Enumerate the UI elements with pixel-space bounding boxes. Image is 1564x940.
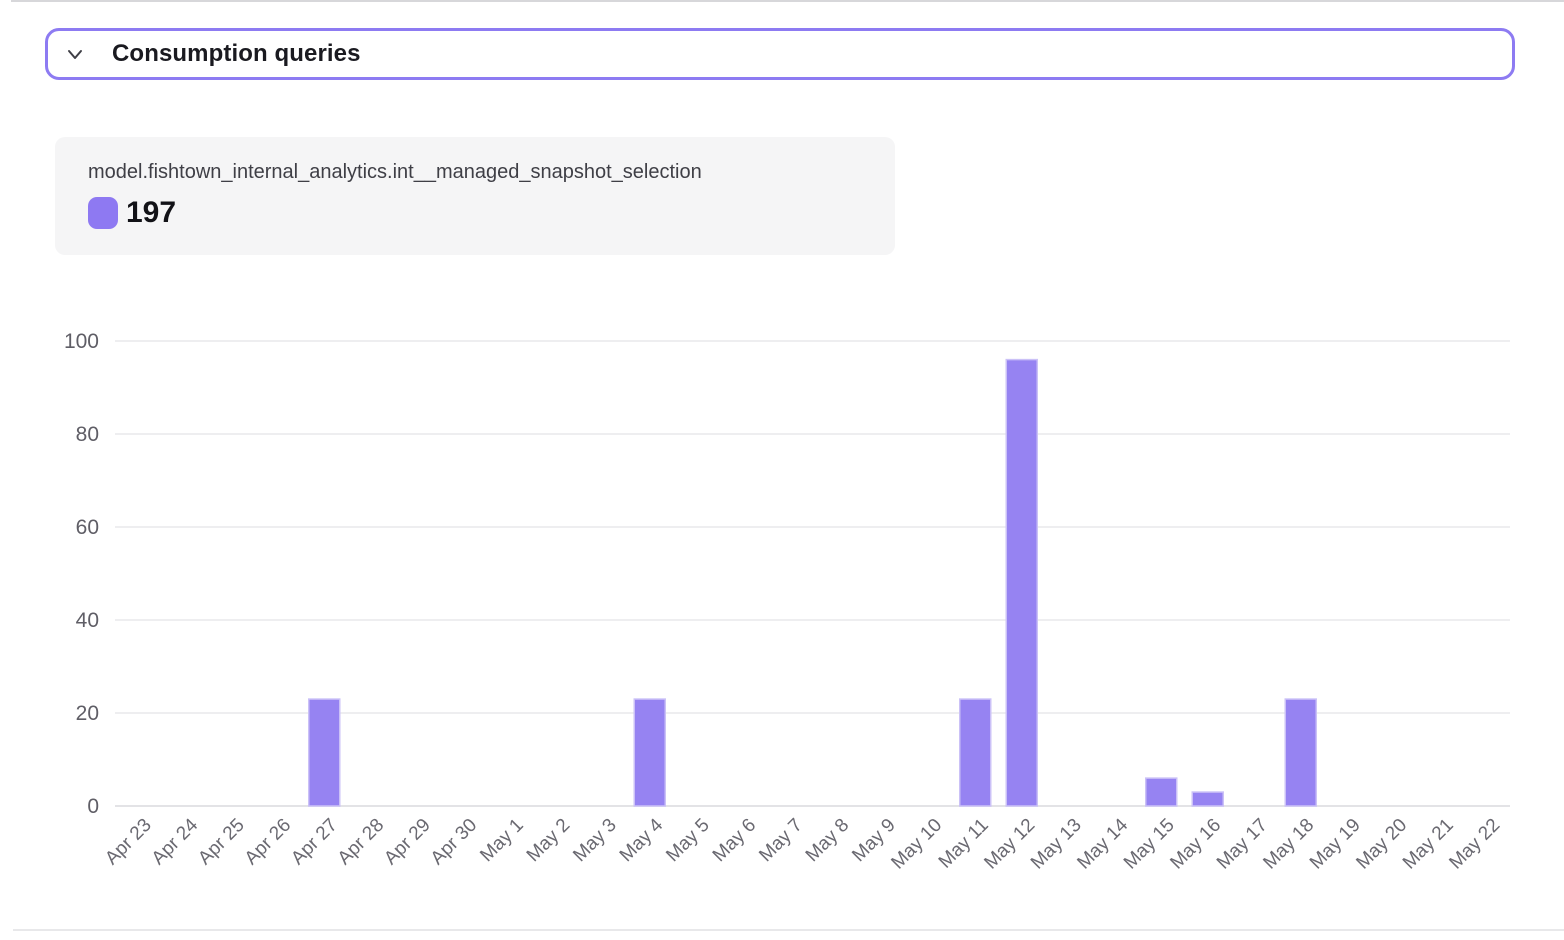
x-tick-label-apr-23: Apr 23 — [101, 815, 155, 869]
bar-apr-27[interactable] — [308, 698, 341, 807]
x-tick-label-may-8: May 8 — [802, 815, 853, 866]
x-tick-label-may-20: May 20 — [1352, 815, 1411, 874]
y-tick-label-100: 100 — [64, 330, 99, 353]
x-tick-label-may-13: May 13 — [1027, 815, 1086, 874]
x-tick-label-apr-30: Apr 30 — [427, 815, 481, 869]
bar-may-16[interactable] — [1191, 791, 1224, 807]
x-tick-label-may-14: May 14 — [1073, 814, 1132, 873]
x-tick-label-may-6: May 6 — [709, 815, 760, 866]
tooltip-series-name: model.fishtown_internal_analytics.int__m… — [88, 161, 702, 183]
x-tick-label-may-17: May 17 — [1213, 815, 1272, 874]
x-tick-label-may-12: May 12 — [980, 815, 1039, 874]
x-tick-label-may-22: May 22 — [1445, 815, 1504, 874]
y-tick-label-20: 20 — [76, 702, 99, 725]
y-tick-label-80: 80 — [76, 423, 99, 446]
x-tick-label-apr-26: Apr 26 — [241, 815, 295, 869]
bar-may-4[interactable] — [633, 698, 666, 807]
section-title: Consumption queries — [112, 40, 361, 67]
x-tick-label-may-10: May 10 — [887, 815, 946, 874]
bar-may-18[interactable] — [1284, 698, 1317, 807]
bottom-divider — [13, 929, 1564, 931]
x-tick-label-apr-27: Apr 27 — [287, 815, 341, 869]
x-tick-label-may-4: May 4 — [616, 814, 668, 866]
x-tick-label-may-11: May 11 — [935, 815, 993, 873]
bar-may-15[interactable] — [1145, 777, 1178, 807]
x-tick-label-apr-24: Apr 24 — [148, 814, 203, 869]
x-tick-label-apr-29: Apr 29 — [380, 815, 434, 869]
y-tick-label-0: 0 — [87, 795, 99, 818]
consumption-queries-section-header[interactable]: Consumption queries — [45, 28, 1515, 80]
y-tick-label-40: 40 — [76, 609, 99, 632]
x-tick-label-may-7: May 7 — [755, 815, 806, 866]
x-tick-label-may-15: May 15 — [1120, 815, 1179, 874]
x-tick-label-may-3: May 3 — [569, 815, 620, 866]
x-tick-label-apr-25: Apr 25 — [194, 815, 248, 869]
x-tick-label-may-19: May 19 — [1306, 815, 1365, 874]
legend-swatch — [88, 197, 118, 229]
tooltip-value: 197 — [126, 196, 177, 229]
x-tick-label-apr-28: Apr 28 — [334, 815, 388, 869]
bar-may-12[interactable] — [1005, 358, 1038, 807]
y-tick-label-60: 60 — [76, 516, 99, 539]
x-tick-label-may-1: May 1 — [476, 815, 527, 866]
x-tick-label-may-2: May 2 — [523, 815, 574, 866]
top-divider — [11, 0, 1564, 2]
bar-may-11[interactable] — [959, 698, 992, 807]
chart-tooltip-card: model.fishtown_internal_analytics.int__m… — [55, 137, 895, 255]
x-tick-label-may-21: May 21 — [1399, 815, 1458, 874]
chevron-down-icon[interactable] — [62, 41, 88, 67]
tooltip-value-row: 197 — [88, 196, 865, 230]
consumption-queries-chart: 0 20 40 60 80 100 Apr 23 Apr 24 Apr 25 Apr 26 Apr … — [0, 300, 1564, 940]
x-tick-label-may-5: May 5 — [662, 815, 713, 866]
x-tick-label-may-18: May 18 — [1259, 815, 1318, 874]
x-tick-label-may-16: May 16 — [1166, 815, 1225, 874]
